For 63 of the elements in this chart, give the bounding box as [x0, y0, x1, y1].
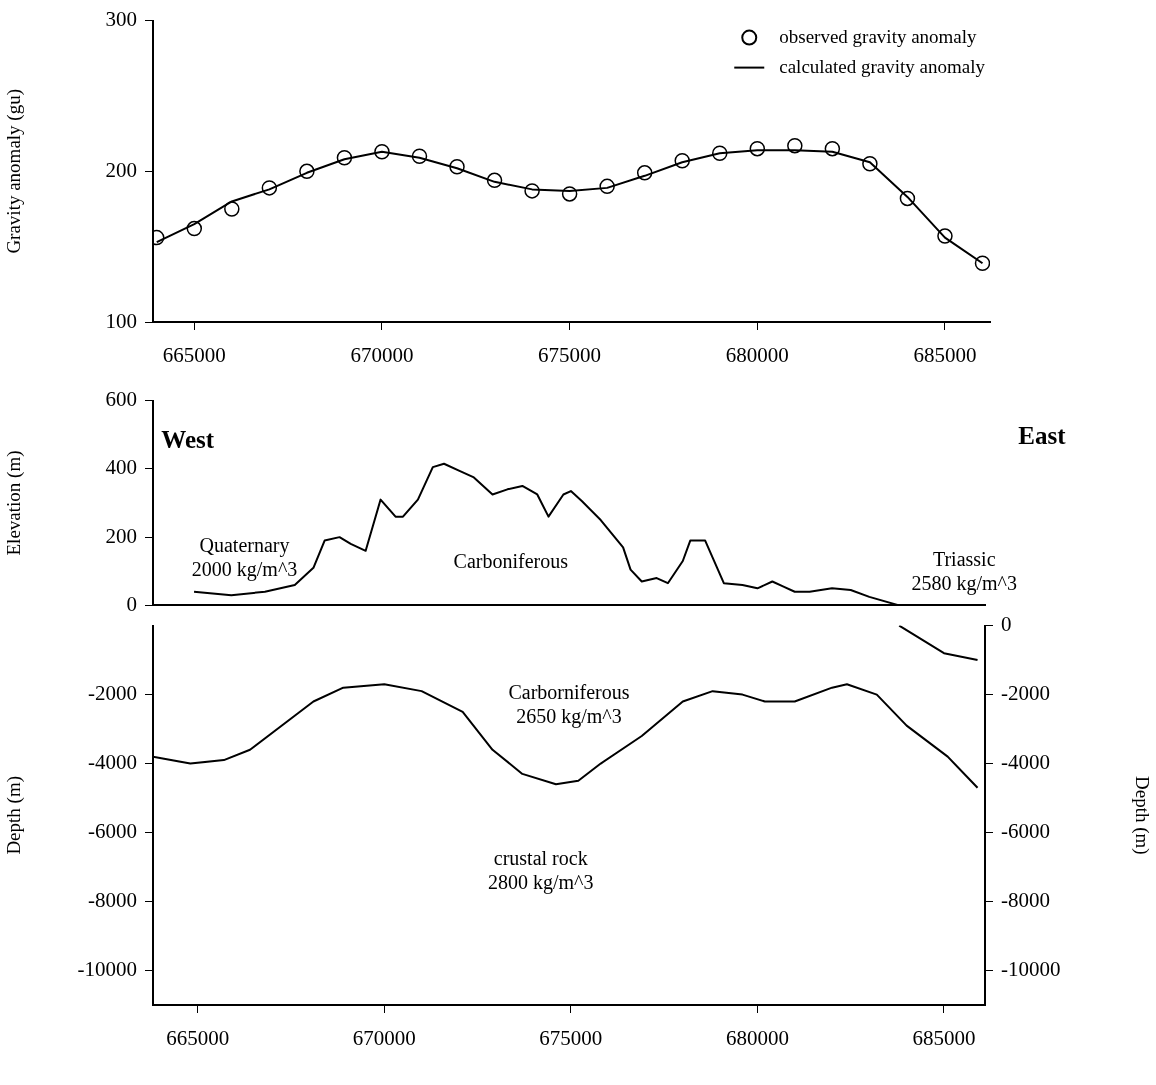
- x-tick-label: 670000: [352, 1026, 416, 1051]
- point: [824, 140, 841, 157]
- point: [787, 137, 803, 154]
- x-tick-label: 680000: [725, 343, 789, 368]
- point: [974, 255, 990, 271]
- y-tick-label: 0: [126, 591, 137, 616]
- point: [749, 140, 766, 157]
- point: [299, 163, 315, 180]
- y-tick-label: 400: [105, 455, 137, 480]
- y-axis-title: Gravity anomaly (gu): [3, 88, 26, 254]
- point: [186, 220, 203, 237]
- annotation: Triassic 2580 kg/m^3: [911, 547, 1017, 595]
- point: [524, 183, 540, 199]
- legend-label: calculated gravity anomaly: [779, 55, 986, 77]
- y-tick-label: 300: [105, 7, 137, 32]
- x-tick-label: 685000: [912, 1026, 976, 1051]
- y2-tick-label: -2000: [1001, 681, 1050, 706]
- y2-tick-label: -4000: [1001, 750, 1050, 775]
- y-tick-label: -6000: [88, 819, 137, 844]
- point: [224, 201, 240, 217]
- y2-tick-label: -8000: [1001, 888, 1050, 913]
- y-tick-label: -10000: [77, 957, 137, 982]
- point: [674, 153, 690, 169]
- y-tick-label: -2000: [88, 681, 137, 706]
- y-tick-label: -8000: [88, 888, 137, 913]
- x-tick-label: 670000: [350, 343, 414, 368]
- annotation: crustal rock 2800 kg/m^3: [487, 847, 594, 895]
- annotation: West: [161, 426, 215, 454]
- point: [261, 180, 278, 196]
- point: [374, 143, 390, 160]
- point: [449, 159, 465, 175]
- point: [899, 190, 916, 207]
- point: [411, 148, 428, 164]
- point: [712, 145, 728, 161]
- x-tick-label: 680000: [725, 1026, 789, 1051]
- y2-axis-title: Depth (m): [1130, 775, 1153, 855]
- x-tick-label: 675000: [538, 343, 602, 368]
- annotation: Carboniferous: [453, 549, 569, 572]
- y2-tick-label: -10000: [1001, 957, 1061, 982]
- annotation: Quaternary 2000 kg/m^3: [191, 533, 298, 581]
- y-tick-label: 200: [105, 523, 137, 548]
- text: East: [1018, 421, 1067, 449]
- y2-tick-label: 0: [1001, 612, 1012, 637]
- point: [486, 172, 503, 189]
- y-tick-label: 600: [105, 387, 137, 412]
- y-tick-label: 200: [105, 157, 137, 182]
- legend-label: observed gravity anomaly: [779, 25, 978, 47]
- y2-tick-label: -6000: [1001, 819, 1050, 844]
- point: [599, 178, 615, 195]
- point: [561, 186, 578, 202]
- y-tick-label: -4000: [88, 750, 137, 775]
- annotation: Carborniferous 2650 kg/m^3: [508, 680, 630, 728]
- x-tick-label: 665000: [166, 1026, 230, 1051]
- x-tick-label: 685000: [913, 343, 977, 368]
- point: [862, 156, 878, 172]
- x-tick-label: 665000: [162, 343, 226, 368]
- point: [636, 165, 653, 181]
- point: [937, 228, 953, 244]
- y-axis-title: Depth (m): [3, 775, 26, 855]
- point: [336, 149, 353, 166]
- x-tick-label: 675000: [539, 1026, 603, 1051]
- y-axis-title: Elevation (m): [3, 450, 26, 556]
- y-tick-label: 100: [105, 308, 137, 333]
